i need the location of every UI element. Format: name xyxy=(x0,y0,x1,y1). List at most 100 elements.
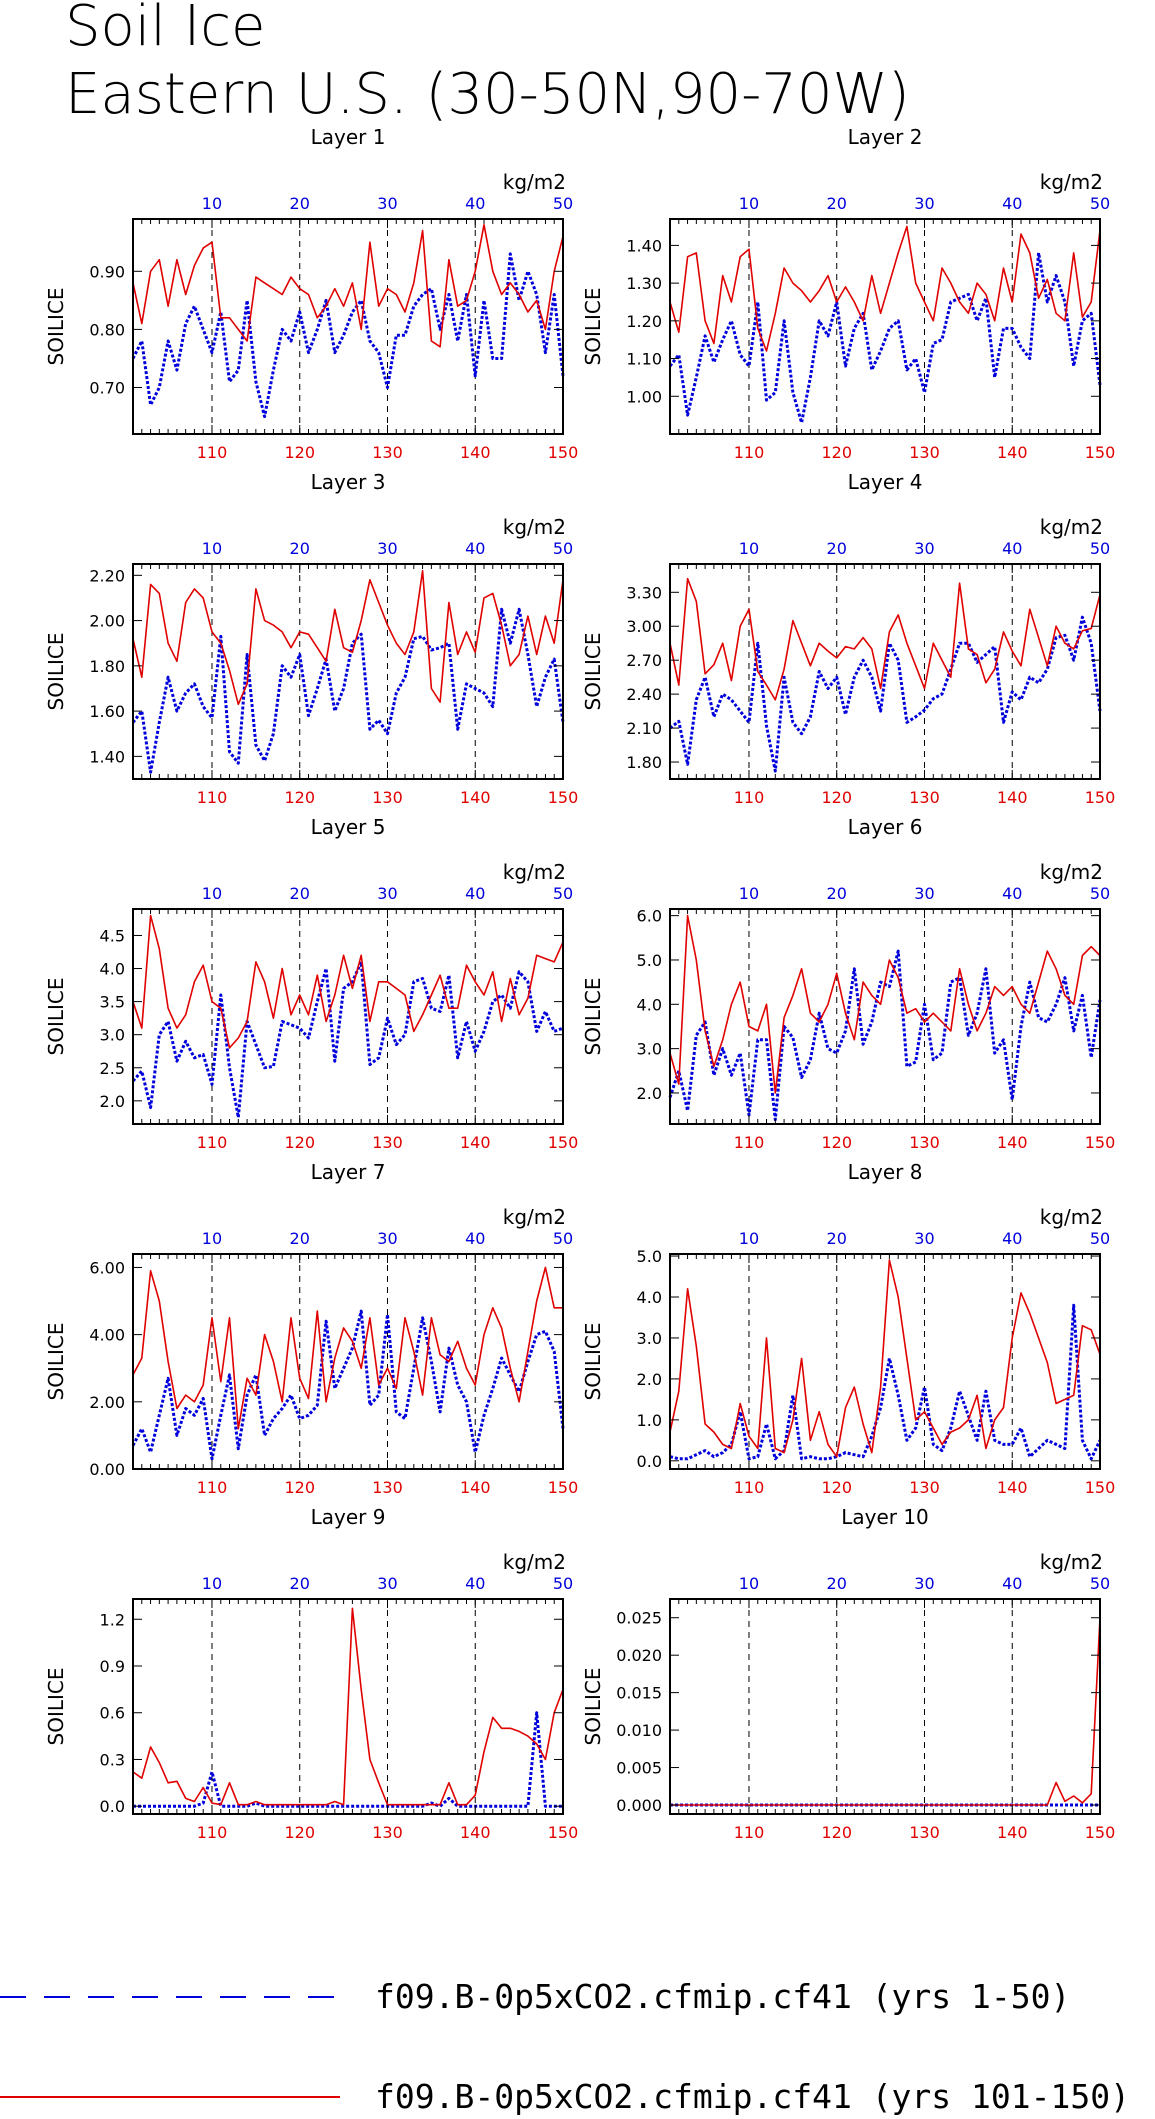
x-tick-label-bottom: 150 xyxy=(548,443,579,462)
panel-title: Layer 2 xyxy=(848,125,923,149)
x-tick-label-top: 20 xyxy=(290,1574,310,1593)
y-tick-label: 2.10 xyxy=(626,719,662,738)
x-tick-label-bottom: 120 xyxy=(284,443,315,462)
y-tick-label: 3.0 xyxy=(637,1040,662,1059)
y-axis-label: SOILICE xyxy=(581,1323,605,1401)
y-axis-label: SOILICE xyxy=(44,1323,68,1401)
series-line-red xyxy=(670,1617,1101,1806)
series-line-blue xyxy=(133,1711,563,1808)
x-tick-label-top: 40 xyxy=(465,539,485,558)
x-tick-label-top: 30 xyxy=(377,1229,397,1248)
legend-item-series-a: f09.B-0p5xCO2.cfmip.cf41 (yrs 1-50) xyxy=(0,1977,1070,2016)
chart-panel-7: 110 120 130 140 150 10 20 30 40 50 0.00 2.00 4.00 6.0… xyxy=(44,1160,578,1497)
y-tick-label: 1.20 xyxy=(626,312,662,331)
x-tick-label-bottom: 130 xyxy=(372,1478,403,1497)
x-tick-label-top: 40 xyxy=(1002,539,1022,558)
unit-label: kg/m2 xyxy=(503,1550,566,1574)
x-tick-label-top: 30 xyxy=(914,1229,934,1248)
x-tick-label-top: 10 xyxy=(202,1229,222,1248)
panels-group: 110 120 130 140 150 10 20 30 40 50 0.70 0.80 0.90 Lay… xyxy=(44,125,1115,1842)
y-tick-label: 0.80 xyxy=(89,320,125,339)
x-tick-label-bottom: 140 xyxy=(460,788,491,807)
x-tick-label-bottom: 120 xyxy=(821,1478,852,1497)
x-tick-label-top: 20 xyxy=(827,1229,847,1248)
series-line-blue xyxy=(668,251,1102,425)
x-tick-label-top: 20 xyxy=(827,1574,847,1593)
x-tick-label-top: 30 xyxy=(377,194,397,213)
legend: f09.B-0p5xCO2.cfmip.cf41 (yrs 1-50) f09.… xyxy=(0,1977,1130,2116)
legend-label-series-a: f09.B-0p5xCO2.cfmip.cf41 (yrs 1-50) xyxy=(375,1977,1070,2016)
y-tick-label: 0.020 xyxy=(616,1646,662,1665)
y-axis-label: SOILICE xyxy=(44,288,68,366)
y-tick-label: 2.0 xyxy=(100,1092,125,1111)
y-tick-label: 3.0 xyxy=(100,1026,125,1045)
series-line-blue xyxy=(131,1309,565,1461)
y-tick-label: 6.00 xyxy=(89,1258,125,1277)
y-axis-label: SOILICE xyxy=(581,978,605,1056)
y-tick-label: 3.0 xyxy=(637,1329,662,1348)
x-tick-label-top: 20 xyxy=(290,884,310,903)
x-tick-label-top: 50 xyxy=(1090,884,1110,903)
y-tick-label: 2.0 xyxy=(637,1084,662,1103)
y-tick-label: 0.010 xyxy=(616,1721,662,1740)
x-tick-label-bottom: 150 xyxy=(548,1823,579,1842)
x-tick-label-bottom: 150 xyxy=(1085,788,1116,807)
y-tick-label: 4.0 xyxy=(100,960,125,979)
y-tick-label: 2.00 xyxy=(89,1393,125,1412)
x-tick-label-top: 10 xyxy=(202,884,222,903)
y-tick-label: 4.0 xyxy=(637,1288,662,1307)
x-tick-label-top: 30 xyxy=(377,539,397,558)
x-tick-label-bottom: 110 xyxy=(734,788,765,807)
plot-frame xyxy=(132,1598,564,1815)
x-tick-label-top: 50 xyxy=(553,194,573,213)
figure-subtitle: Eastern U.S. (30-50N,90-70W) xyxy=(65,62,910,127)
x-tick-label-top: 40 xyxy=(1002,194,1022,213)
x-tick-label-bottom: 120 xyxy=(821,443,852,462)
series-line-red xyxy=(669,225,1101,352)
chart-panel-2: 110 120 130 140 150 10 20 30 40 50 1.00 1.10 1.20 1.3… xyxy=(581,125,1115,462)
x-tick-label-top: 50 xyxy=(1090,539,1110,558)
x-tick-label-top: 30 xyxy=(377,1574,397,1593)
x-tick-label-bottom: 130 xyxy=(909,1133,940,1152)
x-tick-label-top: 50 xyxy=(553,884,573,903)
series-line-red xyxy=(132,224,564,348)
x-tick-label-bottom: 130 xyxy=(372,443,403,462)
x-tick-label-top: 20 xyxy=(290,194,310,213)
series-line-blue xyxy=(131,252,565,419)
x-tick-label-top: 10 xyxy=(739,884,759,903)
y-tick-label: 1.0 xyxy=(637,1411,662,1430)
series-line-red xyxy=(669,1259,1101,1458)
y-axis-label: SOILICE xyxy=(44,633,68,711)
y-tick-label: 2.00 xyxy=(89,612,125,631)
x-tick-label-bottom: 110 xyxy=(734,1823,765,1842)
y-tick-label: 0.3 xyxy=(100,1750,125,1769)
y-tick-label: 1.80 xyxy=(89,657,125,676)
chart-panel-9: 110 120 130 140 150 10 20 30 40 50 0.0 0.3 0.6 0.9 1.2… xyxy=(44,1505,578,1842)
x-tick-label-bottom: 120 xyxy=(284,788,315,807)
y-tick-label: 5.0 xyxy=(637,951,662,970)
panel-title: Layer 3 xyxy=(311,470,386,494)
y-tick-label: 0.9 xyxy=(100,1657,125,1676)
figure-title: Soil Ice xyxy=(65,0,265,59)
panel-title: Layer 6 xyxy=(848,815,923,839)
x-tick-label-bottom: 110 xyxy=(197,788,228,807)
x-tick-label-top: 40 xyxy=(1002,884,1022,903)
x-tick-label-top: 10 xyxy=(739,1229,759,1248)
x-tick-label-top: 30 xyxy=(377,884,397,903)
y-axis-label: SOILICE xyxy=(44,978,68,1056)
y-tick-label: 0.015 xyxy=(616,1684,662,1703)
y-tick-label: 1.00 xyxy=(626,387,662,406)
y-tick-label: 1.30 xyxy=(626,274,662,293)
legend-item-series-b: f09.B-0p5xCO2.cfmip.cf41 (yrs 101-150) xyxy=(0,2077,1130,2116)
series-line-blue xyxy=(669,615,1102,773)
unit-label: kg/m2 xyxy=(1040,1550,1103,1574)
series-line-red xyxy=(669,914,1101,1094)
y-axis-label: SOILICE xyxy=(581,288,605,366)
x-tick-label-bottom: 150 xyxy=(1085,1823,1116,1842)
series-line-blue xyxy=(669,1303,1102,1461)
unit-label: kg/m2 xyxy=(1040,860,1103,884)
panel-title: Layer 4 xyxy=(848,470,923,494)
x-tick-label-bottom: 130 xyxy=(909,1823,940,1842)
unit-label: kg/m2 xyxy=(503,515,566,539)
series-line-red xyxy=(132,914,564,1049)
